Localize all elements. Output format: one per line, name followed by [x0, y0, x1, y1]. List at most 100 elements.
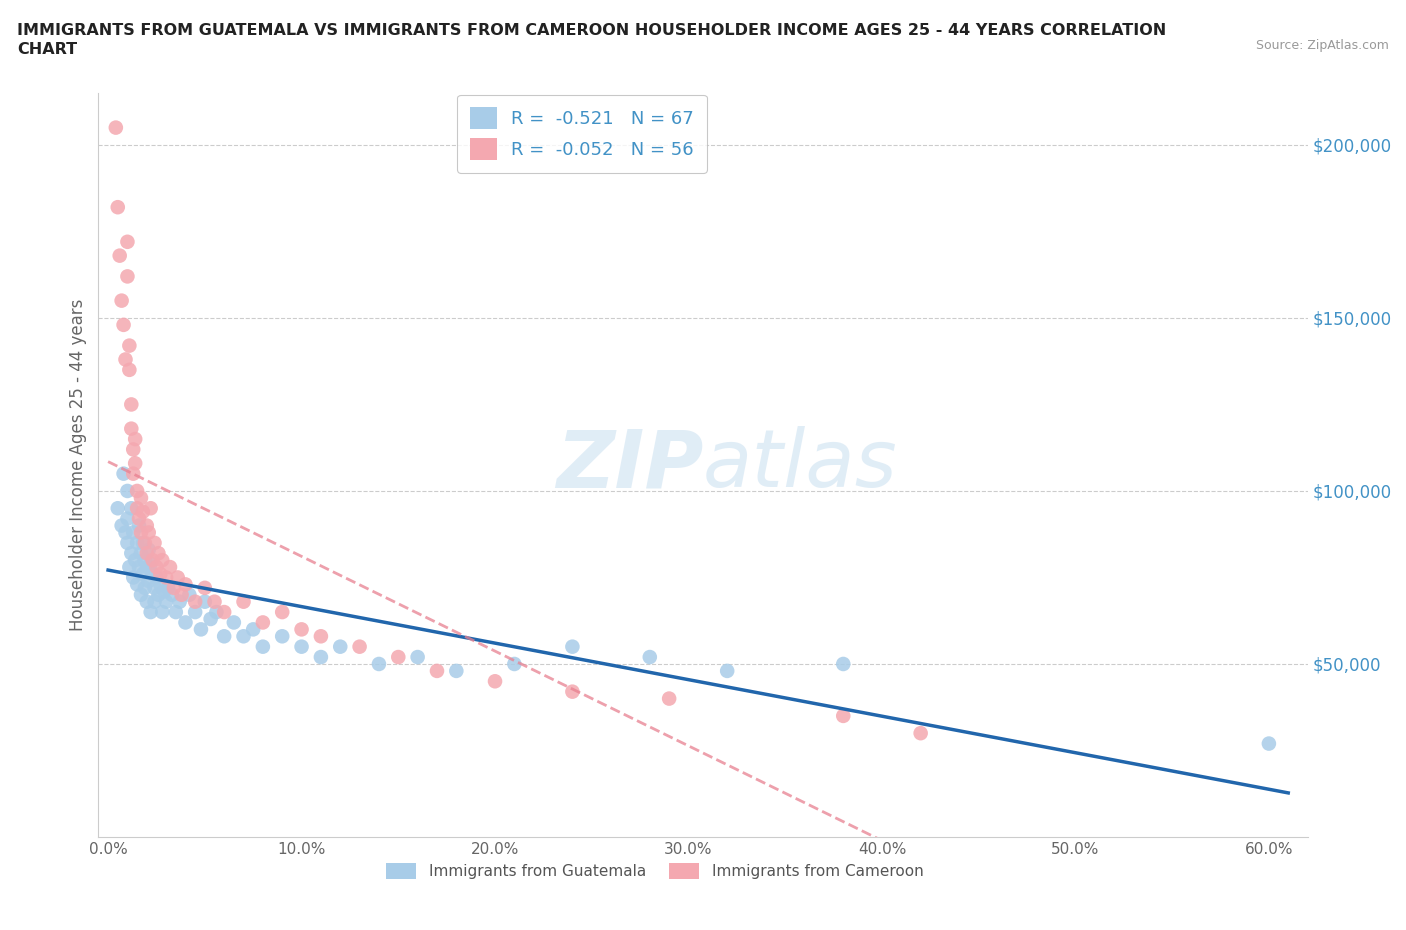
Point — [309, 650, 332, 665]
Point — [118, 560, 141, 575]
Point — [200, 612, 222, 627]
Point — [138, 542, 160, 557]
Point — [242, 622, 264, 637]
Point — [138, 574, 160, 589]
Point — [120, 501, 142, 516]
Point — [120, 546, 142, 561]
Point — [142, 552, 165, 567]
Point — [153, 584, 176, 599]
Point — [290, 622, 312, 637]
Point — [157, 580, 180, 595]
Point — [561, 639, 583, 654]
Point — [107, 200, 129, 215]
Point — [143, 580, 166, 595]
Point — [561, 684, 583, 699]
Point — [426, 663, 449, 678]
Point — [252, 615, 274, 630]
Point — [150, 604, 173, 619]
Point — [139, 556, 162, 571]
Point — [129, 490, 152, 505]
Point — [170, 588, 193, 603]
Point — [212, 629, 235, 644]
Point — [111, 293, 134, 308]
Point — [128, 518, 150, 533]
Point — [204, 594, 226, 609]
Point — [309, 629, 332, 644]
Text: ZIP: ZIP — [555, 426, 703, 504]
Point — [117, 536, 139, 551]
Point — [132, 566, 155, 581]
Point — [139, 604, 162, 619]
Point — [349, 639, 371, 654]
Point — [128, 512, 150, 526]
Point — [205, 604, 228, 619]
Point — [127, 484, 149, 498]
Text: Source: ZipAtlas.com: Source: ZipAtlas.com — [1256, 39, 1389, 52]
Point — [143, 536, 166, 551]
Point — [165, 604, 187, 619]
Point — [163, 580, 186, 595]
Point — [145, 570, 167, 585]
Point — [117, 234, 139, 249]
Point — [104, 120, 127, 135]
Point — [446, 663, 468, 678]
Point — [503, 657, 526, 671]
Point — [184, 594, 207, 609]
Point — [232, 629, 254, 644]
Point — [135, 560, 157, 575]
Text: CHART: CHART — [17, 42, 77, 57]
Point — [212, 604, 235, 619]
Point — [122, 442, 145, 457]
Point — [135, 546, 157, 561]
Point — [107, 501, 129, 516]
Point — [129, 525, 152, 540]
Point — [124, 552, 146, 567]
Point — [194, 580, 217, 595]
Point — [329, 639, 352, 654]
Point — [190, 622, 212, 637]
Text: atlas: atlas — [703, 426, 898, 504]
Point — [118, 363, 141, 378]
Point — [127, 501, 149, 516]
Point — [134, 536, 156, 551]
Point — [143, 594, 166, 609]
Point — [145, 560, 167, 575]
Point — [127, 577, 149, 591]
Point — [910, 725, 932, 740]
Point — [222, 615, 245, 630]
Point — [155, 570, 177, 585]
Point — [166, 570, 188, 585]
Point — [132, 536, 155, 551]
Point — [122, 466, 145, 481]
Point — [129, 588, 152, 603]
Point — [117, 269, 139, 284]
Point — [134, 552, 156, 567]
Text: IMMIGRANTS FROM GUATEMALA VS IMMIGRANTS FROM CAMEROON HOUSEHOLDER INCOME AGES 25: IMMIGRANTS FROM GUATEMALA VS IMMIGRANTS … — [17, 23, 1166, 38]
Point — [120, 421, 142, 436]
Point — [148, 546, 170, 561]
Point — [174, 577, 197, 591]
Point — [658, 691, 681, 706]
Point — [159, 560, 181, 575]
Point — [155, 594, 177, 609]
Point — [149, 566, 172, 581]
Point — [406, 650, 429, 665]
Point — [1257, 737, 1279, 751]
Y-axis label: Householder Income Ages 25 - 44 years: Householder Income Ages 25 - 44 years — [69, 299, 87, 631]
Point — [120, 397, 142, 412]
Point — [117, 512, 139, 526]
Point — [290, 639, 312, 654]
Point — [139, 501, 162, 516]
Point — [122, 570, 145, 585]
Point — [118, 339, 141, 353]
Point — [149, 577, 172, 591]
Point — [124, 432, 146, 446]
Point — [135, 518, 157, 533]
Point — [148, 588, 170, 603]
Point — [160, 588, 183, 603]
Point — [112, 317, 135, 332]
Point — [716, 663, 738, 678]
Legend: Immigrants from Guatemala, Immigrants from Cameroon: Immigrants from Guatemala, Immigrants fr… — [380, 857, 929, 885]
Point — [271, 604, 294, 619]
Point — [108, 248, 131, 263]
